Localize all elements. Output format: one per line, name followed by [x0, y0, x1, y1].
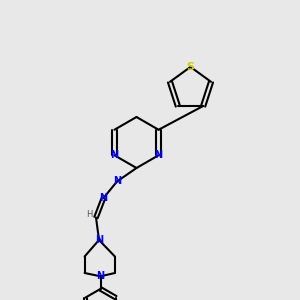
Text: H: H — [86, 210, 93, 219]
Text: N: N — [154, 150, 163, 160]
Text: N: N — [110, 150, 118, 160]
Text: S: S — [187, 62, 194, 72]
Text: N: N — [95, 235, 103, 245]
Text: N: N — [113, 176, 121, 187]
Text: N: N — [96, 271, 105, 281]
Text: N: N — [99, 193, 108, 203]
